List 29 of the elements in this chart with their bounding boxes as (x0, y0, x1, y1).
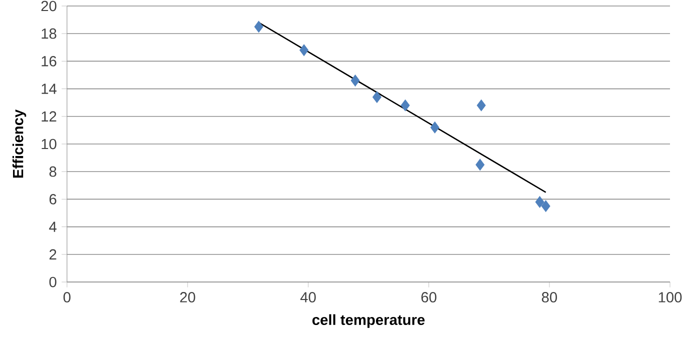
y-tick-label: 10 (42, 138, 56, 150)
point (372, 91, 382, 103)
point (476, 158, 485, 171)
y-tick-label: 0 (49, 276, 56, 288)
x-tick-label: 80 (542, 292, 557, 302)
y-axis-title: Efficiency (12, 109, 26, 178)
point (476, 99, 486, 112)
x-tick-label: 60 (421, 292, 436, 302)
x-axis-title: cell temperature (312, 314, 425, 328)
point (535, 196, 544, 208)
y-tick-label: 2 (50, 249, 56, 260)
y-tick-label: 18 (42, 28, 56, 39)
point (400, 99, 410, 112)
x-tick-label: 20 (180, 292, 196, 302)
x-tick-label: 40 (300, 292, 316, 302)
x-tick-label: 100 (658, 292, 682, 302)
point (350, 74, 360, 86)
point (254, 20, 264, 33)
point (541, 200, 550, 212)
y-tick-label: 6 (50, 194, 56, 204)
y-tick-label: 20 (41, 0, 56, 12)
y-tick-label: 16 (42, 56, 56, 66)
y-tick-label: 4 (49, 222, 57, 232)
y-tick-label: 8 (49, 166, 56, 177)
point (300, 44, 308, 56)
x-tick-label: 0 (63, 292, 70, 302)
y-tick-label: 12 (42, 111, 56, 122)
point (430, 122, 440, 134)
y-tick-label: 14 (42, 84, 57, 94)
